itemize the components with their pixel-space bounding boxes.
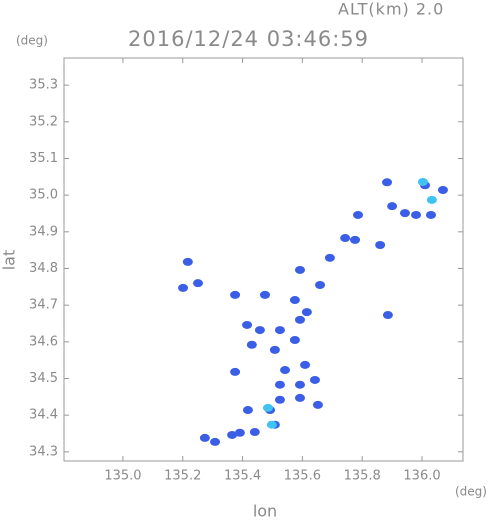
echo — [199, 433, 210, 442]
y-unit: (deg) — [16, 34, 48, 48]
echo — [382, 178, 393, 187]
echo — [246, 340, 257, 349]
echo — [178, 283, 189, 292]
echo — [274, 380, 285, 389]
echo — [274, 326, 285, 335]
echo — [425, 210, 436, 219]
x-unit: (deg) — [455, 485, 487, 499]
echo — [289, 296, 300, 305]
echo — [353, 210, 364, 219]
echo — [269, 345, 280, 354]
echo — [294, 380, 305, 389]
chart-title: 2016/12/24 03:46:59 — [128, 27, 369, 51]
echo — [249, 428, 260, 437]
echo — [382, 311, 393, 320]
y-tick-label: 35.2 — [29, 114, 58, 129]
echo — [301, 308, 312, 317]
echo — [300, 360, 311, 369]
echo — [426, 195, 437, 204]
y-tick-label: 34.6 — [29, 334, 58, 349]
y-tick-label: 34.7 — [29, 298, 58, 313]
echo — [230, 290, 241, 299]
echo — [192, 279, 203, 288]
y-tick-label: 34.5 — [29, 371, 58, 386]
echo — [230, 367, 241, 376]
echo — [294, 393, 305, 402]
echo — [294, 315, 305, 324]
echo — [312, 400, 323, 409]
x-axis-label: lon — [253, 502, 277, 521]
echo — [227, 430, 238, 439]
y-tick-label: 34.4 — [29, 408, 58, 423]
x-tick-label: 135.2 — [164, 469, 201, 484]
echo — [234, 428, 245, 437]
echo — [399, 209, 410, 218]
plot-frame — [63, 57, 464, 462]
x-tick-label: 135.6 — [284, 469, 321, 484]
x-tick-label: 135.4 — [224, 469, 261, 484]
echo — [242, 320, 253, 329]
echo — [289, 335, 300, 344]
echo — [315, 280, 326, 289]
y-tick-label: 35.0 — [29, 188, 58, 203]
y-tick-label: 34.3 — [29, 444, 58, 459]
echo — [280, 366, 291, 375]
echo — [242, 406, 253, 415]
echo — [262, 403, 273, 412]
echo — [266, 420, 277, 429]
y-tick-label: 35.1 — [29, 151, 58, 166]
x-tick-label: 135.0 — [104, 469, 141, 484]
y-axis-label: lat — [0, 250, 19, 271]
y-tick-label: 35.3 — [29, 78, 58, 93]
y-tick-label: 34.8 — [29, 261, 58, 276]
echo — [324, 253, 335, 262]
x-tick-label: 135.8 — [344, 469, 381, 484]
echo — [375, 241, 386, 250]
echo — [309, 375, 320, 384]
echo — [411, 210, 422, 219]
altitude-label: ALT(km) 2.0 — [338, 0, 444, 19]
echo — [340, 234, 351, 243]
echo — [437, 186, 448, 195]
echo — [254, 326, 265, 335]
y-tick-label: 34.9 — [29, 224, 58, 239]
echo — [294, 265, 305, 274]
echo — [274, 395, 285, 404]
echo — [417, 177, 428, 186]
echo — [182, 257, 193, 266]
echo — [259, 290, 270, 299]
echo — [387, 202, 398, 211]
echo — [350, 235, 361, 244]
echo — [210, 437, 221, 446]
x-tick-label: 136.0 — [403, 469, 440, 484]
